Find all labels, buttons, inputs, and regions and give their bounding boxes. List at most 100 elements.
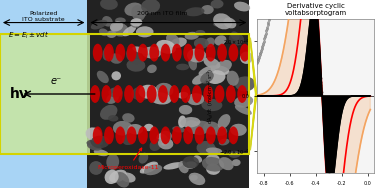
Ellipse shape <box>122 26 136 36</box>
Ellipse shape <box>197 141 215 155</box>
Ellipse shape <box>201 5 214 14</box>
Ellipse shape <box>206 126 216 144</box>
Ellipse shape <box>211 65 229 75</box>
Ellipse shape <box>109 170 127 183</box>
Ellipse shape <box>149 92 171 105</box>
Ellipse shape <box>195 30 205 36</box>
Ellipse shape <box>149 126 159 144</box>
Ellipse shape <box>111 23 129 37</box>
Ellipse shape <box>97 71 109 83</box>
Ellipse shape <box>139 85 158 99</box>
Ellipse shape <box>127 126 136 144</box>
Ellipse shape <box>142 161 158 173</box>
Ellipse shape <box>187 49 206 62</box>
Y-axis label: dA$_{λ}$/dt  (mol·cm$^{-2}$·s$^{-1}$): dA$_{λ}$/dt (mol·cm$^{-2}$·s$^{-1}$) <box>206 68 216 124</box>
Ellipse shape <box>149 139 162 151</box>
Ellipse shape <box>136 26 153 37</box>
Ellipse shape <box>234 2 250 11</box>
Ellipse shape <box>104 44 114 62</box>
Ellipse shape <box>229 44 238 62</box>
Ellipse shape <box>184 161 197 169</box>
Ellipse shape <box>202 157 224 172</box>
Ellipse shape <box>192 85 202 103</box>
Ellipse shape <box>203 85 213 103</box>
Ellipse shape <box>135 85 145 103</box>
Ellipse shape <box>161 44 170 62</box>
Ellipse shape <box>235 76 255 91</box>
Ellipse shape <box>156 133 169 146</box>
Ellipse shape <box>213 13 232 29</box>
Ellipse shape <box>147 64 157 73</box>
Ellipse shape <box>112 71 121 80</box>
Ellipse shape <box>105 170 119 184</box>
Ellipse shape <box>104 126 114 144</box>
Ellipse shape <box>113 85 122 103</box>
Ellipse shape <box>189 173 205 185</box>
Ellipse shape <box>149 44 159 62</box>
Ellipse shape <box>110 21 123 32</box>
Ellipse shape <box>184 32 199 40</box>
Ellipse shape <box>158 138 173 149</box>
Ellipse shape <box>142 47 161 58</box>
Ellipse shape <box>169 85 179 103</box>
Ellipse shape <box>223 17 236 28</box>
Ellipse shape <box>130 18 143 27</box>
Ellipse shape <box>121 172 136 183</box>
Ellipse shape <box>166 33 180 46</box>
Ellipse shape <box>176 64 189 70</box>
Ellipse shape <box>206 44 216 62</box>
Ellipse shape <box>115 126 125 144</box>
Ellipse shape <box>240 52 253 64</box>
Ellipse shape <box>122 113 135 123</box>
Ellipse shape <box>229 151 241 158</box>
Ellipse shape <box>87 139 103 146</box>
Text: Microperoxidase-11: Microperoxidase-11 <box>98 148 159 170</box>
Ellipse shape <box>206 147 222 154</box>
Ellipse shape <box>194 38 209 49</box>
Ellipse shape <box>203 121 220 135</box>
Ellipse shape <box>115 17 126 24</box>
Ellipse shape <box>110 53 122 64</box>
Ellipse shape <box>204 57 220 69</box>
Ellipse shape <box>179 105 192 115</box>
Ellipse shape <box>93 126 102 144</box>
Ellipse shape <box>194 155 202 163</box>
Ellipse shape <box>206 164 220 175</box>
Ellipse shape <box>231 31 240 40</box>
Ellipse shape <box>108 87 122 98</box>
Ellipse shape <box>183 44 193 62</box>
Ellipse shape <box>207 70 226 84</box>
Ellipse shape <box>217 126 227 144</box>
Ellipse shape <box>170 38 187 48</box>
Ellipse shape <box>127 44 136 62</box>
Ellipse shape <box>147 85 156 103</box>
Ellipse shape <box>195 44 204 62</box>
Text: 200 nm ITO film: 200 nm ITO film <box>137 11 187 16</box>
Ellipse shape <box>212 126 227 136</box>
Ellipse shape <box>139 153 148 164</box>
Text: hν: hν <box>10 87 29 101</box>
Ellipse shape <box>192 74 207 85</box>
Ellipse shape <box>211 0 223 8</box>
Ellipse shape <box>126 48 143 64</box>
Ellipse shape <box>99 28 108 36</box>
Ellipse shape <box>229 126 238 144</box>
Ellipse shape <box>159 131 172 141</box>
Ellipse shape <box>85 127 102 141</box>
Ellipse shape <box>127 59 145 72</box>
Ellipse shape <box>188 56 197 70</box>
Ellipse shape <box>102 46 112 60</box>
Text: e⁻: e⁻ <box>51 77 62 86</box>
Ellipse shape <box>156 40 176 54</box>
Ellipse shape <box>91 134 102 147</box>
Ellipse shape <box>144 124 153 131</box>
Ellipse shape <box>91 20 107 30</box>
Ellipse shape <box>89 161 103 175</box>
Ellipse shape <box>172 44 182 62</box>
Ellipse shape <box>230 124 247 136</box>
Ellipse shape <box>190 175 198 181</box>
Ellipse shape <box>124 2 143 16</box>
FancyBboxPatch shape <box>0 0 90 188</box>
Ellipse shape <box>217 44 227 62</box>
Ellipse shape <box>131 86 152 100</box>
